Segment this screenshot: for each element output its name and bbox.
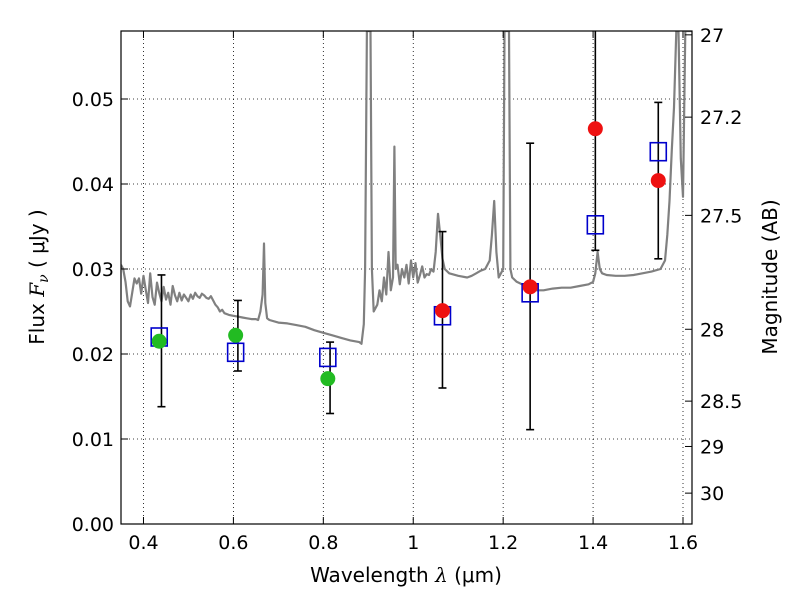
model-square-marker <box>586 215 605 235</box>
y2-tick-label: 27.5 <box>700 205 742 227</box>
y2-tick-label: 29 <box>700 436 724 458</box>
y-tick-label: 0.03 <box>72 259 114 281</box>
green-point <box>320 371 336 387</box>
x-tick-label: 0.8 <box>308 532 338 554</box>
x-tick-label: 0.6 <box>218 532 248 554</box>
x-tick-label: 0.4 <box>128 532 158 554</box>
red-point <box>434 303 450 319</box>
red-point <box>650 173 666 189</box>
green-point <box>228 327 244 343</box>
red-point <box>587 121 603 137</box>
x-tick-label: 1 <box>407 532 419 554</box>
marker-layer <box>150 121 668 387</box>
y2-axis-title: Magnitude (AB) <box>758 199 782 354</box>
x-tick-label: 1.2 <box>488 532 518 554</box>
y-tick-label: 0.02 <box>72 344 114 366</box>
y-tick-label: 0.04 <box>72 174 114 196</box>
y-tick-label: 0.00 <box>72 514 114 536</box>
x-tick-label: 1.6 <box>668 532 698 554</box>
plot-frame <box>120 30 693 525</box>
y2-tick-label: 30 <box>700 483 724 505</box>
red-point <box>522 279 538 295</box>
x-axis-title: Wavelength λ (μm) <box>310 563 502 587</box>
y-tick-label: 0.01 <box>72 429 114 451</box>
model-square-marker <box>226 342 245 363</box>
y2-tick-label: 27 <box>700 25 724 47</box>
spectrum-line <box>121 31 692 345</box>
model-square-marker <box>649 141 668 162</box>
y2-tick-label: 27.2 <box>700 107 742 129</box>
tick-layer: 0.4 0.6 0.8 1 1.2 1.4 1.6 0.00 0.01 0.02 0.03 0.04 0… <box>72 25 743 554</box>
model-square-marker <box>319 347 337 368</box>
y-tick-label: 0.05 <box>72 89 114 111</box>
green-point <box>151 333 167 349</box>
grid-lines <box>121 31 692 525</box>
y-axis-title: Flux Fν ( μJy ) <box>25 209 52 344</box>
x-tick-label: 1.4 <box>578 532 608 554</box>
spectrum-layer <box>121 31 692 345</box>
y2-tick-label: 28.5 <box>700 391 742 413</box>
y2-tick-label: 28 <box>700 319 724 341</box>
